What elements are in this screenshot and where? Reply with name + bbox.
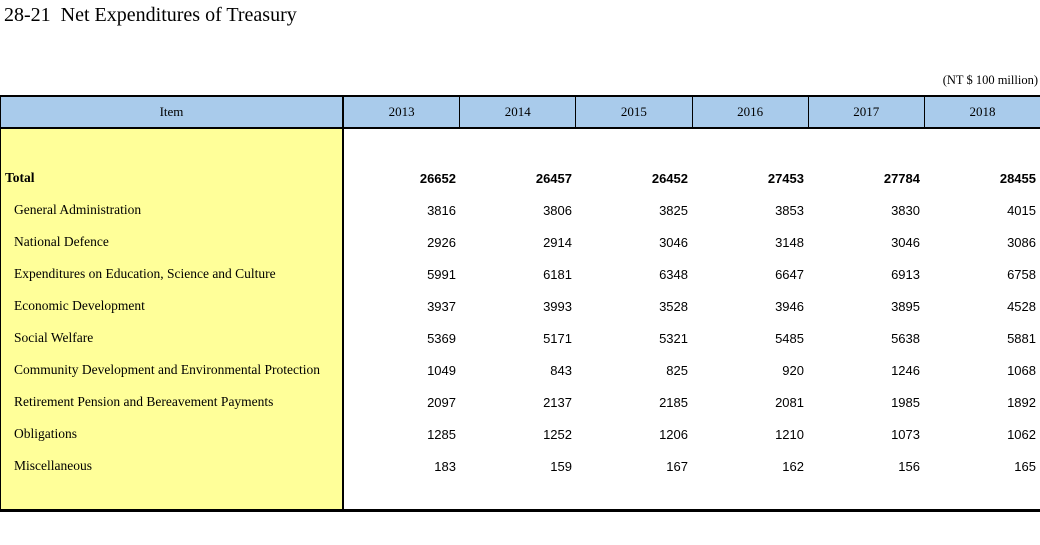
table-cell: 1073 [891,426,920,442]
row-label-cell: Obligations [1,418,344,450]
table-cell: 1285 [427,426,456,442]
table-row: Obligations 1285 1252 1206 1210 1073 1062 [1,418,1040,450]
table-cell: 5369 [427,330,456,346]
table-cell: 3993 [543,298,572,314]
table-cell: 5638 [891,330,920,346]
row-label-cell: General Administration [1,194,344,226]
table-cell: 2097 [427,394,456,410]
table-cell: 159 [550,458,572,474]
table-cell: 6348 [659,266,688,282]
table-cell: 5321 [659,330,688,346]
table-cell: 162 [782,458,804,474]
row-label-cell [1,482,344,509]
column-header-item: Item [1,97,344,127]
table-cell: 1068 [1007,362,1036,378]
table-cell: 27784 [883,170,920,186]
table-cell: 3830 [891,202,920,218]
table-cell: 3046 [659,234,688,250]
table-cell: 1252 [543,426,572,442]
column-header-year: 2015 [575,97,691,127]
table-cell: 1049 [427,362,456,378]
table-row: Social Welfare 5369 5171 5321 5485 5638 5881 [1,322,1040,354]
table-row: Expenditures on Education, Science and C… [1,258,1040,290]
table-filler-row [1,482,1040,509]
row-label-cell: Social Welfare [1,322,344,354]
table-cell: 4528 [1007,298,1036,314]
page-title: 28-21 Net Expenditures of Treasury [4,4,297,26]
table-cell: 156 [898,458,920,474]
column-header-year: 2017 [807,97,924,127]
table-cell: 2137 [543,394,572,410]
row-label-cell: Retirement Pension and Bereavement Payme… [1,386,344,418]
table-cell: 26457 [535,170,572,186]
table-row: Community Development and Environmental … [1,354,1040,386]
table-cell: 3895 [891,298,920,314]
table-cell: 6758 [1007,266,1036,282]
table-cell: 1246 [891,362,920,378]
table-header-row: Item 2013 2014 2015 2016 2017 2018 [1,97,1040,129]
table-row: General Administration 3816 3806 3825 3853 38… [1,194,1040,226]
table-cell: 3086 [1007,234,1036,250]
table-cell: 5881 [1007,330,1036,346]
table-cell: 6647 [775,266,804,282]
table-cell: 3528 [659,298,688,314]
table-cell: 4015 [1007,202,1036,218]
table-cell: 3853 [775,202,804,218]
row-label-cell [1,129,344,162]
table-cell: 26452 [651,170,688,186]
row-label-cell: Community Development and Environmental … [1,354,344,386]
table-cell: 27453 [767,170,804,186]
table-row: Economic Development 3937 3993 3528 3946 3895… [1,290,1040,322]
table-cell: 2081 [775,394,804,410]
row-label-cell: Miscellaneous [1,450,344,482]
table-cell: 3046 [891,234,920,250]
table-cell: 1985 [891,394,920,410]
column-header-year: 2014 [459,97,575,127]
row-label-cell: Economic Development [1,290,344,322]
table-cell: 3806 [543,202,572,218]
row-label-cell: National Defence [1,226,344,258]
row-label-cell: Expenditures on Education, Science and C… [1,258,344,290]
table-cell: 920 [782,362,804,378]
table-cell: 3816 [427,202,456,218]
table-cell: 843 [550,362,572,378]
unit-note: (NT $ 100 million) [942,73,1038,87]
table-row: Miscellaneous 183 159 167 162 156 165 [1,450,1040,482]
table-cell: 2914 [543,234,572,250]
table-cell: 26652 [419,170,456,186]
column-header-year: 2016 [691,97,808,127]
table-cell: 28455 [999,170,1036,186]
table-cell: 3937 [427,298,456,314]
table-cell: 1206 [659,426,688,442]
table-body: Total 26652 26457 26452 27453 27784 28455 Gener… [1,129,1040,509]
table-cell: 5171 [543,330,572,346]
table-cell: 5485 [775,330,804,346]
table-cell: 1210 [775,426,804,442]
table-cell: 6913 [891,266,920,282]
table-row: Total 26652 26457 26452 27453 27784 28455 [1,162,1040,194]
table-cell: 3148 [775,234,804,250]
table-cell: 1892 [1007,394,1036,410]
table-cell: 165 [1014,458,1036,474]
table-cell: 825 [666,362,688,378]
row-label-cell: Total [1,162,344,194]
table-row: Retirement Pension and Bereavement Payme… [1,386,1040,418]
table-spacer-row [1,129,1040,162]
table-cell: 5991 [427,266,456,282]
table-cell: 3946 [775,298,804,314]
table-cell: 3825 [659,202,688,218]
column-header-year: 2013 [388,104,415,119]
table-cell: 183 [434,458,456,474]
table-row: National Defence 2926 2914 3046 3148 3046 3086 [1,226,1040,258]
table-cell: 2926 [427,234,456,250]
table-cell: 2185 [659,394,688,410]
table-cell: 6181 [543,266,572,282]
table-cell: 1062 [1007,426,1036,442]
table-cell: 167 [666,458,688,474]
column-header-year: 2018 [923,97,1040,127]
expenditures-table: Item 2013 2014 2015 2016 2017 2018 Total 26652… [0,95,1040,512]
